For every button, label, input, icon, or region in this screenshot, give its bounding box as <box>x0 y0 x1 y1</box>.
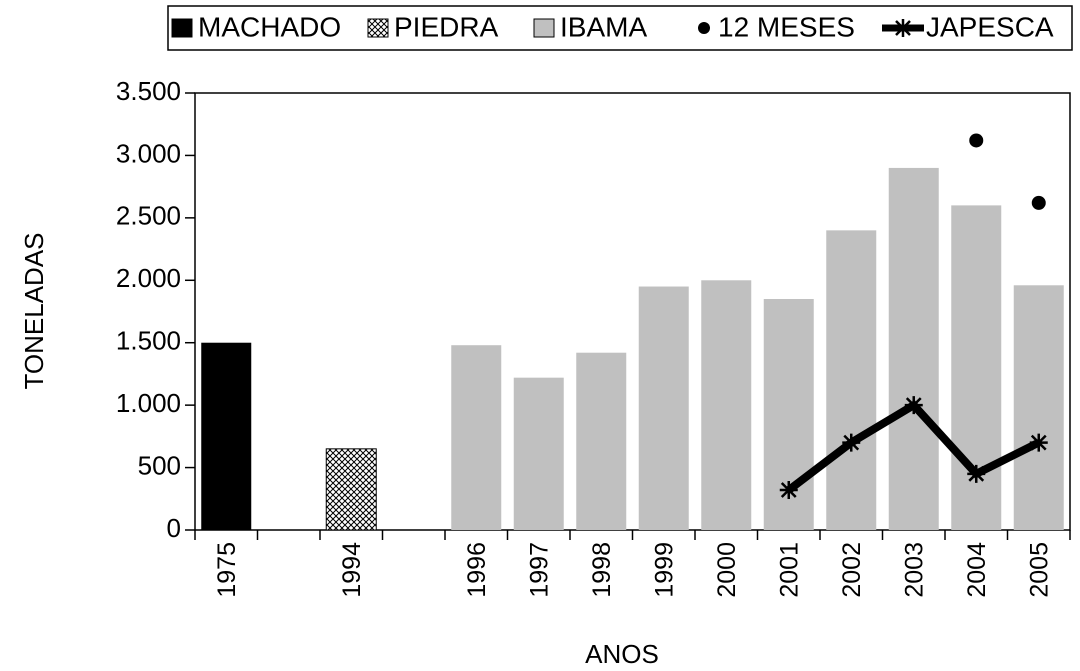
x-tick-label: 1994 <box>338 542 366 598</box>
bar <box>701 280 752 530</box>
line-marker <box>967 464 986 483</box>
y-tick-label: 1.500 <box>116 326 181 356</box>
bar <box>638 286 689 530</box>
dot <box>1031 195 1046 210</box>
bar <box>325 448 377 531</box>
legend-label: JAPESCA <box>926 11 1054 42</box>
bar <box>201 342 252 530</box>
legend-label: PIEDRA <box>394 11 499 42</box>
y-tick-label: 1.000 <box>116 388 181 418</box>
y-tick-label: 2.000 <box>116 263 181 293</box>
bar <box>888 167 939 530</box>
line-marker <box>904 396 923 415</box>
legend-label: 12 MESES <box>718 11 855 42</box>
y-tick-label: 3.500 <box>116 76 181 106</box>
legend-swatch <box>533 18 555 38</box>
x-tick-label: 2005 <box>1025 542 1053 598</box>
x-tick-label: 1998 <box>588 542 616 598</box>
x-tick-label: 2001 <box>775 542 803 598</box>
legend-swatch <box>171 18 193 38</box>
legend-swatch <box>367 18 389 38</box>
x-tick-label: 1999 <box>650 542 678 598</box>
x-tick-label: 2004 <box>963 542 991 598</box>
y-axis-title: TONELADAS <box>19 232 49 389</box>
y-tick-label: 3.000 <box>116 138 181 168</box>
bar <box>451 345 502 530</box>
y-tick-label: 500 <box>138 450 181 480</box>
y-tick-label: 0 <box>167 513 181 543</box>
bar <box>826 230 877 531</box>
bar <box>576 352 627 530</box>
x-tick-label: 1975 <box>213 542 241 598</box>
line-marker <box>842 433 861 452</box>
dot <box>969 133 984 148</box>
line-marker <box>1029 433 1048 452</box>
legend-label: IBAMA <box>560 11 647 42</box>
x-tick-label: 2000 <box>713 542 741 598</box>
bar <box>1013 285 1064 530</box>
legend-label: MACHADO <box>198 11 341 42</box>
legend-swatch <box>698 22 710 34</box>
x-tick-label: 1996 <box>463 542 491 598</box>
x-tick-label: 2003 <box>900 542 928 598</box>
y-tick-label: 2.500 <box>116 201 181 231</box>
line-marker <box>894 19 912 37</box>
bar <box>513 377 564 530</box>
x-axis-title: ANOS <box>585 639 659 669</box>
line-marker <box>779 481 798 500</box>
x-tick-label: 2002 <box>838 542 866 598</box>
x-tick-label: 1997 <box>525 542 553 598</box>
